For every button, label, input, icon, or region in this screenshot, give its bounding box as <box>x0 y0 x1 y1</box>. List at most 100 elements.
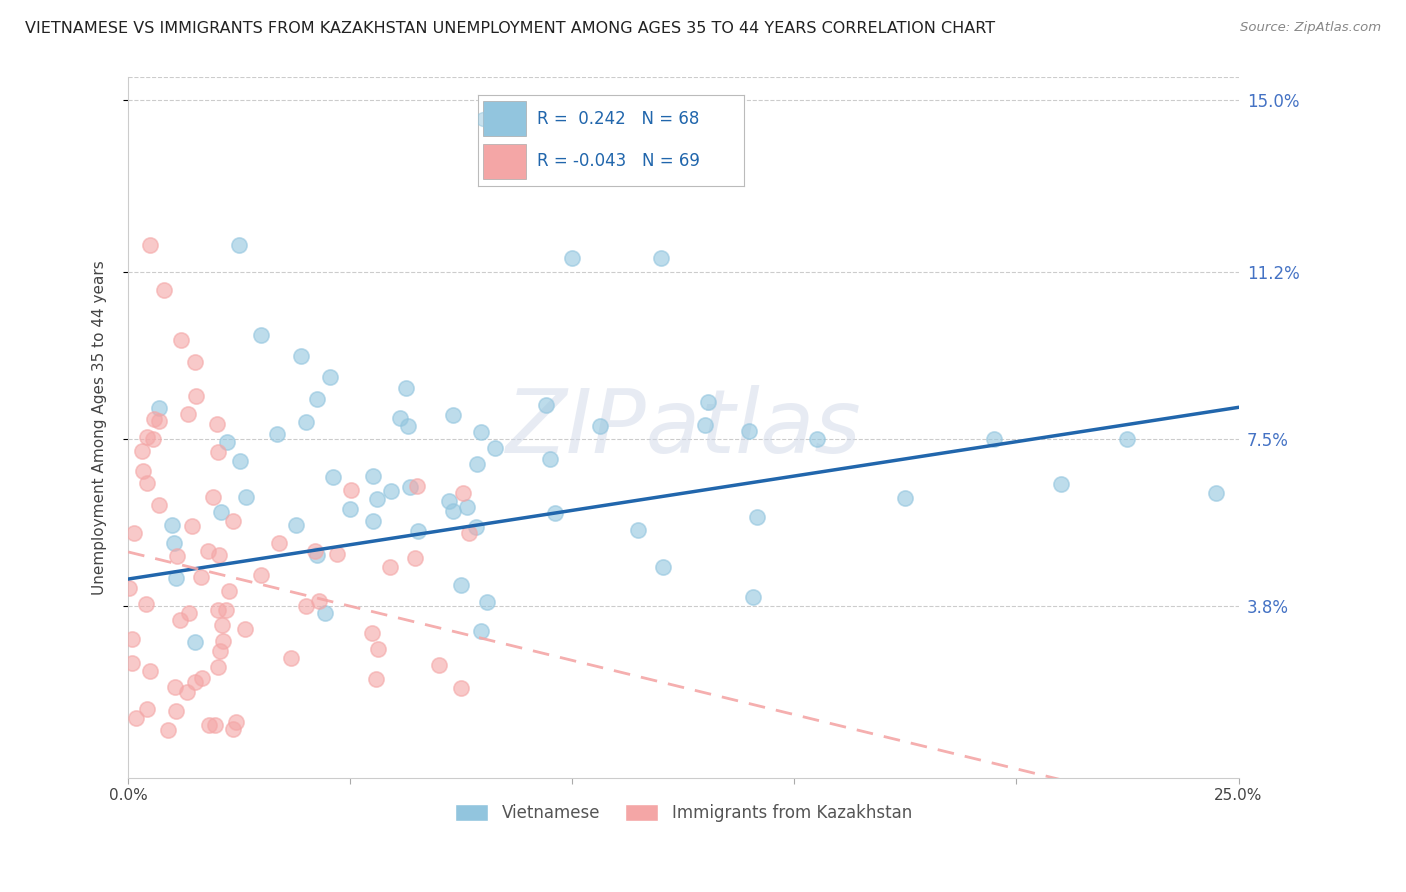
Point <box>184 675 207 690</box>
Point <box>465 457 488 471</box>
Point <box>450 681 472 695</box>
Point <box>470 624 492 639</box>
Point <box>131 444 153 458</box>
Point <box>211 618 233 632</box>
Text: ZIPatlas: ZIPatlas <box>506 384 860 471</box>
Point <box>201 490 224 504</box>
Point <box>427 657 450 672</box>
Point <box>367 642 389 657</box>
Point <box>747 510 769 524</box>
Point <box>190 570 212 584</box>
Point <box>738 425 761 439</box>
Point <box>538 452 561 467</box>
Point <box>304 543 326 558</box>
Point <box>205 417 228 431</box>
Point <box>405 551 427 566</box>
Point <box>285 517 308 532</box>
Point <box>465 519 488 533</box>
Point <box>184 355 207 369</box>
Point <box>166 549 188 563</box>
Point <box>322 470 344 484</box>
Point <box>484 441 506 455</box>
Point <box>361 469 384 483</box>
Point <box>319 370 342 384</box>
Point <box>228 237 250 252</box>
Point <box>742 591 765 605</box>
Point <box>207 660 229 674</box>
Point <box>148 498 170 512</box>
Point <box>222 514 245 528</box>
Point <box>165 704 187 718</box>
Point <box>290 349 312 363</box>
Point <box>441 504 464 518</box>
Point <box>305 548 328 562</box>
Point <box>589 419 612 434</box>
Point <box>451 486 474 500</box>
Point <box>204 717 226 731</box>
Point <box>214 603 236 617</box>
Point <box>163 680 186 694</box>
Point <box>361 626 384 640</box>
Point <box>894 491 917 505</box>
Point <box>184 389 207 403</box>
Point <box>135 598 157 612</box>
Point <box>197 544 219 558</box>
Point <box>211 505 233 519</box>
Point <box>366 491 388 506</box>
Point <box>1050 477 1073 491</box>
Point <box>250 567 273 582</box>
Point <box>280 650 302 665</box>
Point <box>218 584 240 599</box>
Point <box>441 408 464 422</box>
Point <box>266 427 288 442</box>
Point <box>170 333 193 347</box>
Point <box>207 445 229 459</box>
Point <box>544 506 567 520</box>
Point <box>148 414 170 428</box>
Point <box>652 560 675 574</box>
Point <box>456 500 478 515</box>
Point <box>983 432 1005 446</box>
Point <box>806 432 828 446</box>
Point <box>142 411 165 425</box>
Point <box>125 710 148 724</box>
Point <box>650 251 672 265</box>
Point <box>169 614 191 628</box>
Point <box>217 434 239 449</box>
Point <box>250 328 273 343</box>
Point <box>225 715 247 730</box>
Point <box>198 718 221 732</box>
Point <box>235 490 257 504</box>
Point <box>118 581 141 595</box>
Point <box>124 525 146 540</box>
Point <box>132 464 155 478</box>
Point <box>136 430 159 444</box>
Point <box>364 673 387 687</box>
Point <box>326 547 349 561</box>
Point <box>1116 432 1139 446</box>
Point <box>380 484 402 499</box>
Point <box>396 419 419 434</box>
Point <box>470 425 492 440</box>
Point <box>308 594 330 608</box>
Point <box>307 392 329 407</box>
Text: VIETNAMESE VS IMMIGRANTS FROM KAZAKHSTAN UNEMPLOYMENT AMONG AGES 35 TO 44 YEARS : VIETNAMESE VS IMMIGRANTS FROM KAZAKHSTAN… <box>25 21 995 36</box>
Point <box>121 632 143 646</box>
Point <box>183 635 205 649</box>
Point <box>399 480 422 494</box>
Point <box>176 685 198 699</box>
Point <box>191 672 214 686</box>
Point <box>165 570 187 584</box>
Point <box>162 518 184 533</box>
Point <box>439 493 461 508</box>
Point <box>207 603 229 617</box>
Point <box>475 595 498 609</box>
Point <box>139 237 162 252</box>
Point <box>212 633 235 648</box>
Point <box>209 644 232 658</box>
Point <box>235 622 257 636</box>
Point <box>181 519 204 533</box>
Point <box>222 722 245 736</box>
Point <box>156 723 179 737</box>
Point <box>142 432 165 446</box>
